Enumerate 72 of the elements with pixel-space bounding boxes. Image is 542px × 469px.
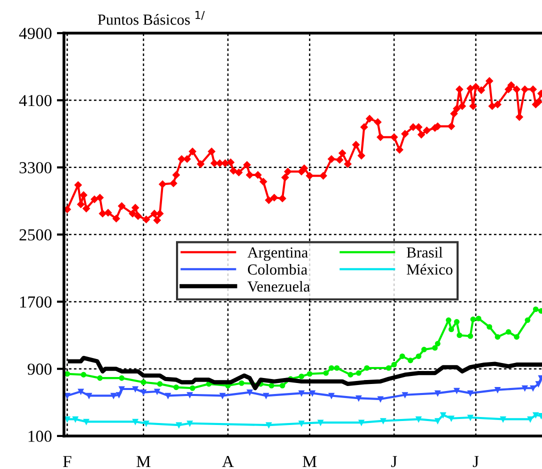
point (173, 384, 179, 390)
point (524, 317, 530, 323)
point (399, 353, 406, 360)
point (116, 392, 122, 398)
point (140, 390, 146, 396)
x-tick-label: F (63, 456, 72, 467)
y-tick-label: 100 (28, 430, 52, 442)
point (486, 324, 492, 330)
point (97, 375, 103, 381)
point (334, 365, 340, 371)
y-tick-label: 4100 (19, 94, 52, 106)
point (328, 365, 334, 371)
point (514, 334, 520, 340)
x-tick-label: M (136, 456, 150, 467)
point (402, 392, 408, 398)
point (386, 365, 392, 371)
y-tick-label: 900 (28, 364, 52, 375)
point (456, 332, 462, 338)
point (323, 370, 329, 376)
chart-title: Puntos Básicos $^{1/}$ (98, 11, 205, 25)
point (470, 316, 476, 322)
point (238, 380, 244, 386)
x-tick-label: A (222, 456, 234, 467)
point (118, 375, 124, 381)
point (432, 345, 438, 351)
point (298, 374, 304, 380)
point (246, 390, 253, 396)
legend-label: Brasil (406, 246, 443, 258)
legend-label: Argentina (247, 247, 308, 261)
y-tick-label: 4900 (19, 28, 52, 40)
point (494, 334, 500, 340)
point (306, 371, 312, 377)
point (157, 381, 163, 387)
point (468, 333, 474, 339)
point (391, 362, 397, 368)
legend-label: México (406, 264, 452, 275)
x-tick-label: M (302, 456, 317, 467)
point (494, 387, 500, 393)
point (298, 420, 304, 426)
point (348, 372, 354, 378)
point (416, 353, 422, 360)
point (408, 358, 414, 364)
point (140, 379, 146, 386)
point (448, 326, 454, 332)
point (421, 346, 427, 352)
point (448, 416, 454, 422)
point (187, 420, 193, 426)
point (190, 385, 196, 391)
point (268, 382, 274, 388)
y-tick-label: 1700 (20, 296, 52, 308)
y-tick-label: 3300 (20, 162, 52, 174)
point (446, 317, 452, 323)
x-tick-label: J (391, 456, 397, 468)
x-tick-label: J (472, 456, 479, 468)
legend-label: Venezuela (247, 280, 310, 292)
point (187, 392, 193, 398)
y-tick-label: 2500 (20, 229, 52, 240)
point (380, 418, 386, 424)
point (434, 418, 440, 424)
point (280, 382, 286, 388)
point (476, 316, 482, 322)
point (454, 319, 460, 325)
point (364, 365, 370, 371)
point (532, 306, 539, 312)
point (434, 340, 440, 346)
point (118, 386, 124, 392)
point (80, 372, 86, 378)
point (356, 370, 362, 376)
point (206, 381, 212, 387)
point (506, 329, 512, 335)
legend-label: Colombia (248, 264, 308, 275)
point (143, 420, 149, 426)
